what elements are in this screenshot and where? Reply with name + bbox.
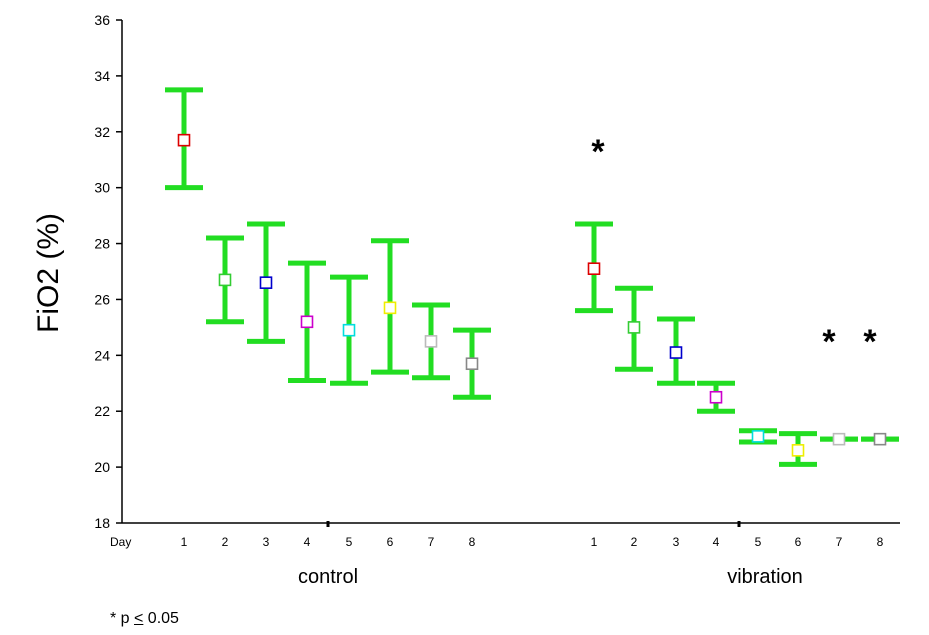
- day-tick-label: 3: [263, 535, 270, 549]
- significance-star-vibration-day-1: *: [591, 133, 605, 171]
- y-tick-label: 20: [94, 459, 110, 475]
- significance-footnote: * p < 0.05: [110, 610, 179, 628]
- y-tick-label: 22: [94, 403, 110, 419]
- significance-star-vibration-day-7: *: [822, 323, 836, 361]
- mean-marker-control-day-5: [342, 323, 356, 337]
- y-tick-label: 26: [94, 291, 110, 307]
- day-tick-label: 3: [673, 535, 680, 549]
- y-tick-label: 32: [94, 124, 110, 140]
- day-axis-label: Day: [110, 535, 131, 549]
- y-tick-label: 36: [94, 12, 110, 28]
- day-tick-label: 4: [304, 535, 311, 549]
- day-tick-label: 2: [631, 535, 638, 549]
- y-tick-label: 28: [94, 236, 110, 252]
- group-label-control: control: [298, 566, 358, 588]
- mean-marker-vibration-day-4: [709, 390, 723, 404]
- mean-marker-control-day-8: [465, 357, 479, 371]
- day-tick-label: 1: [591, 535, 598, 549]
- mean-marker-control-day-6: [383, 301, 397, 315]
- y-tick-label: 18: [94, 515, 110, 531]
- y-tick-label: 34: [94, 68, 110, 84]
- footnote-prefix: * p: [110, 610, 135, 627]
- mean-marker-control-day-2: [218, 273, 232, 287]
- mean-marker-vibration-day-3: [669, 346, 683, 359]
- x-group-tick: [326, 521, 330, 527]
- day-tick-label: 6: [795, 535, 802, 549]
- day-tick-label: 7: [428, 535, 435, 549]
- mean-marker-control-day-4: [300, 315, 314, 329]
- y-axis-title: FiO2 (%): [32, 213, 65, 333]
- mean-marker-vibration-day-7: [832, 432, 846, 446]
- chart-marks: * * *: [165, 87, 899, 467]
- group-label-vibration: vibration: [727, 566, 803, 588]
- x-group-tick: [737, 521, 741, 527]
- footnote-suffix: 0.05: [143, 610, 179, 627]
- y-tick-label: 24: [94, 347, 110, 363]
- day-tick-label: 2: [222, 535, 229, 549]
- mean-marker-control-day-3: [259, 276, 273, 289]
- day-tick-label: 8: [877, 535, 884, 549]
- day-tick-label: 5: [755, 535, 762, 549]
- day-tick-label: 7: [836, 535, 843, 549]
- mean-marker-control-day-1: [177, 133, 191, 147]
- footnote-symbol: <: [134, 610, 144, 627]
- day-tick-label: 5: [346, 535, 353, 549]
- day-tick-label: 8: [469, 535, 476, 549]
- y-tick-label: 30: [94, 180, 110, 196]
- mean-marker-vibration-day-2: [627, 321, 641, 334]
- day-tick-label: 4: [713, 535, 720, 549]
- significance-star-vibration-day-8: *: [863, 323, 877, 361]
- mean-marker-vibration-day-6: [791, 444, 805, 457]
- mean-marker-vibration-day-1: [587, 262, 601, 276]
- day-tick-label: 6: [387, 535, 394, 549]
- mean-marker-vibration-day-5: [751, 430, 765, 443]
- mean-marker-vibration-day-8: [873, 432, 887, 446]
- day-tick-label: 1: [181, 535, 188, 549]
- mean-marker-control-day-7: [424, 335, 438, 348]
